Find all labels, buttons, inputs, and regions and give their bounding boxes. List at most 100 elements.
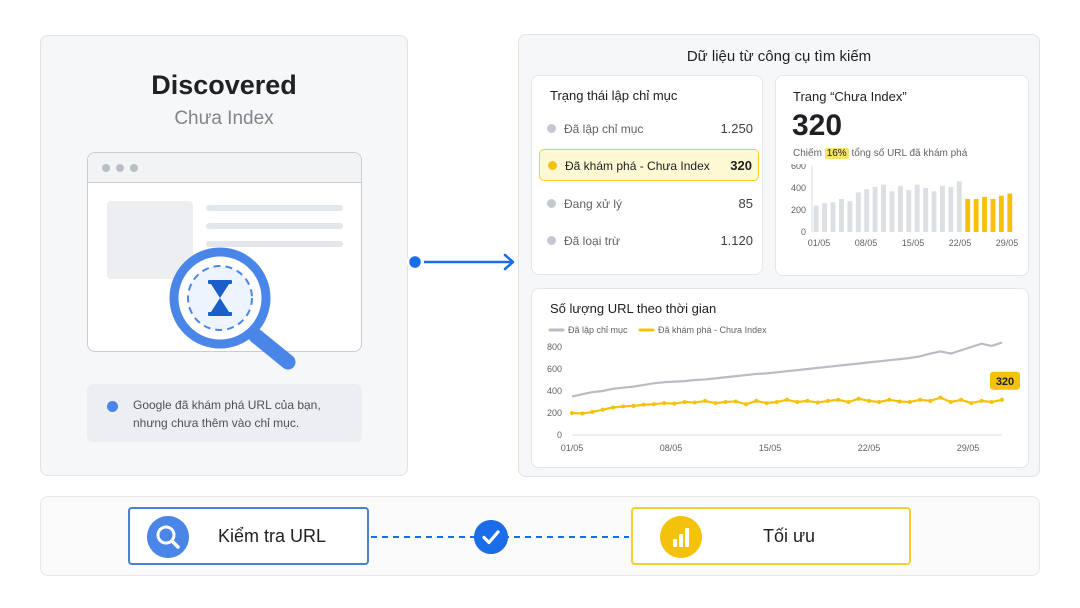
magnifier-hourglass-icon <box>169 247 296 370</box>
arrow-connector-icon <box>406 253 515 271</box>
x-tick-label: 29/05 <box>996 238 1019 248</box>
kpi-percent-badge: 16% <box>824 148 849 159</box>
y-tick-label: 200 <box>547 408 562 418</box>
data-point <box>989 400 994 404</box>
data-point <box>938 395 943 400</box>
series-line <box>571 341 1003 398</box>
status-row-indexed[interactable]: Đã lập chỉ mục 1.250 <box>539 113 759 145</box>
text-placeholder <box>206 205 343 211</box>
x-tick-label: 15/05 <box>902 238 925 248</box>
status-label: Đã lập chỉ mục <box>564 122 644 136</box>
status-row-discovered[interactable]: Đã khám phá - Chưa Index 320 <box>539 149 759 181</box>
status-dot <box>548 161 557 170</box>
annotation-badge <box>990 371 1020 390</box>
legend-label: Đã lập chỉ mục <box>568 325 628 335</box>
text-placeholder <box>206 241 343 247</box>
data-point <box>969 401 974 406</box>
bar <box>998 195 1004 232</box>
not-indexed-kpi-card: Trang “Chưa Index” 320 Chiếm 16% tổng số… <box>775 75 1029 276</box>
bar <box>855 192 861 232</box>
x-tick-label: 08/05 <box>855 238 878 248</box>
bar <box>914 184 920 232</box>
y-tick-label: 0 <box>557 430 562 440</box>
data-point <box>672 401 677 406</box>
x-tick-label: 22/05 <box>949 238 972 248</box>
kpi-value: 320 <box>792 109 843 142</box>
bar <box>990 199 996 232</box>
data-point <box>651 402 656 407</box>
bar-chart-icon <box>660 516 702 558</box>
status-value: 1.120 <box>720 233 753 248</box>
bar <box>839 199 844 232</box>
bar <box>881 184 886 232</box>
bar <box>973 199 979 232</box>
x-tick-label: 01/05 <box>561 443 584 453</box>
bar <box>923 188 929 232</box>
info-dot <box>107 401 118 412</box>
y-tick-label: 600 <box>791 164 806 171</box>
data-point <box>866 398 871 403</box>
bar <box>872 186 878 232</box>
data-point <box>570 411 574 415</box>
data-point <box>815 400 820 405</box>
bar <box>956 181 962 232</box>
window-dot <box>130 164 138 172</box>
bar <box>822 203 828 232</box>
check-url-button[interactable]: Kiểm tra URL <box>128 507 369 565</box>
data-point <box>621 404 626 409</box>
data-point <box>846 400 851 404</box>
kpi-title: Trang “Chưa Index” <box>793 89 907 104</box>
check-icon <box>474 520 508 554</box>
dashed-connector <box>371 536 629 538</box>
bar <box>965 199 971 232</box>
text-placeholder <box>206 223 343 229</box>
y-tick-label: 600 <box>547 364 562 374</box>
bar <box>931 191 937 232</box>
data-point <box>703 398 708 403</box>
search-icon <box>147 516 189 558</box>
data-point <box>744 402 749 407</box>
data-point <box>979 398 984 403</box>
legend-label: Đã khám phá - Chưa Index <box>658 325 767 335</box>
annotation-label: 320 <box>996 376 1014 388</box>
bar <box>847 201 853 232</box>
panel-title: Discovered <box>151 70 297 100</box>
info-note: Google đã khám phá URL của bạn, nhưng ch… <box>87 384 362 442</box>
window-dot <box>102 164 110 172</box>
data-point <box>662 401 667 406</box>
data-point <box>918 397 923 402</box>
data-point <box>795 400 800 404</box>
browser-titlebar <box>88 153 361 183</box>
data-point <box>887 397 892 402</box>
status-dot <box>547 124 556 133</box>
optimize-button[interactable]: Tối ưu <box>631 507 911 565</box>
search-data-panel: Dữ liệu từ công cụ tìm kiếm Trạng thái l… <box>518 34 1040 477</box>
data-point <box>1000 397 1004 402</box>
data-point <box>856 396 861 401</box>
data-point <box>897 399 902 404</box>
discovered-panel: Discovered Chưa Index Google đã khám phá… <box>40 35 408 476</box>
bar <box>813 205 819 232</box>
y-tick-label: 400 <box>547 386 562 396</box>
status-row-processing[interactable]: Đang xử lý 85 <box>539 188 759 220</box>
data-point <box>692 400 697 405</box>
window-dot <box>116 164 124 172</box>
optimize-label: Tối ưu <box>763 526 816 546</box>
status-value: 1.250 <box>720 121 753 136</box>
url-over-time-line-chart: Số lượng URL theo thời gian Đã lập chỉ mụ… <box>547 301 1020 453</box>
bar <box>940 185 945 232</box>
data-point <box>805 398 810 403</box>
data-point <box>764 401 769 406</box>
y-tick-label: 0 <box>801 227 806 237</box>
status-dot <box>547 199 556 208</box>
data-point <box>610 405 615 410</box>
data-point <box>682 400 687 404</box>
bar <box>897 185 903 232</box>
panel-subtitle: Chưa Index <box>174 108 274 129</box>
search-data-title: Dữ liệu từ công cụ tìm kiếm <box>686 48 872 65</box>
data-point <box>631 403 636 408</box>
bar <box>948 186 954 232</box>
line-chart-title: Số lượng URL theo thời gian <box>550 301 716 316</box>
status-row-excluded[interactable]: Đã loại trừ 1.120 <box>539 225 759 257</box>
bar <box>864 189 870 232</box>
